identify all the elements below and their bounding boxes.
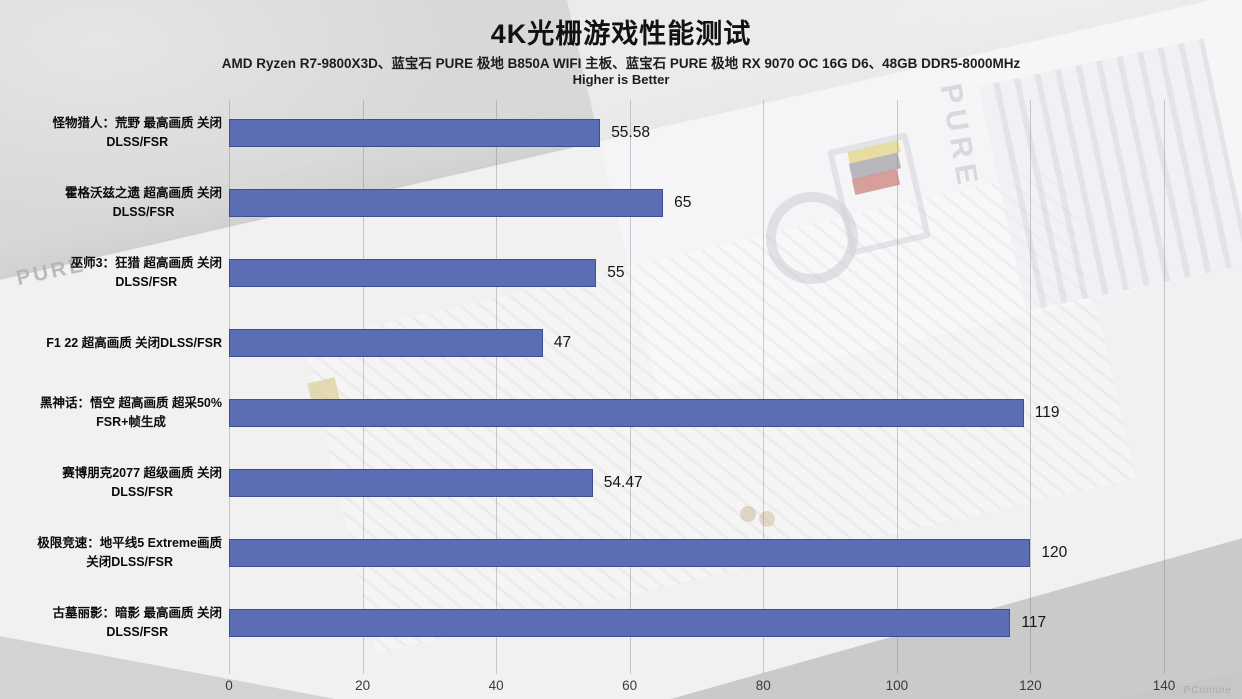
category-label: 怪物猎人：荒野 最高画质 关闭 DLSS/FSR: [0, 105, 222, 161]
watermark: PConline: [1183, 685, 1232, 696]
bar: [229, 399, 1024, 427]
bar-value-label: 117: [1021, 614, 1047, 631]
bar: [229, 259, 597, 287]
category-label-text: 古墓丽影：暗影 最高画质 关闭 DLSS/FSR: [52, 606, 222, 639]
x-axis-tick-label: 140: [1152, 678, 1176, 693]
category-label-text: 怪物猎人：荒野 最高画质 关闭 DLSS/FSR: [52, 116, 222, 149]
bar-rows: 怪物猎人：荒野 最高画质 关闭 DLSS/FSR 55.58 霍格沃兹之遗 超高画质…: [0, 100, 1242, 674]
category-label: 赛博朋克2077 超级画质 关闭 DLSS/FSR: [0, 455, 222, 511]
category-label-text: 霍格沃兹之遗 超高画质 关闭 DLSS/FSR: [65, 186, 222, 219]
x-axis-tick-label: 120: [1019, 678, 1042, 693]
category-label: 巫师3：狂猎 超高画质 关闭 DLSS/FSR: [0, 245, 222, 301]
x-axis-tick-label: 20: [355, 678, 371, 693]
bar: [229, 609, 1011, 637]
category-label: 古墓丽影：暗影 最高画质 关闭 DLSS/FSR: [0, 595, 222, 651]
category-label: F1 22 超高画质 关闭DLSS/FSR: [0, 315, 222, 371]
bar-value-label: 65: [674, 194, 692, 211]
bar-value-label: 55: [607, 264, 625, 281]
category-label-text: 黑神话：悟空 超高画质 超采50% FSR+帧生成: [40, 396, 222, 429]
bar: [229, 329, 543, 357]
category-label-text: F1 22 超高画质 关闭DLSS/FSR: [46, 335, 222, 350]
bar: [229, 189, 664, 217]
bar: [229, 469, 593, 497]
category-label-text: 极限竞速：地平线5 Extreme画质 关闭DLSS/FSR: [37, 536, 222, 569]
higher-is-better-note: Higher is Better: [572, 72, 670, 87]
x-axis-tick-label: 0: [225, 678, 233, 693]
bar-value-label: 119: [1034, 404, 1060, 421]
category-label: 黑神话：悟空 超高画质 超采50% FSR+帧生成: [0, 385, 222, 441]
category-label: 霍格沃兹之遗 超高画质 关闭 DLSS/FSR: [0, 175, 222, 231]
bar-value-label: 55.58: [611, 124, 650, 141]
x-axis-tick-label: 60: [622, 678, 638, 693]
category-label-text: 赛博朋克2077 超级画质 关闭 DLSS/FSR: [62, 466, 222, 499]
bar-value-label: 54.47: [603, 474, 643, 491]
x-axis-tick-label: 80: [755, 678, 771, 693]
chart-subtitle: AMD Ryzen R7-9800X3D、蓝宝石 PURE 极地 B850A W…: [221, 56, 1021, 71]
bar-value-label: 120: [1041, 544, 1068, 561]
bar-value-label: 47: [553, 334, 572, 351]
x-axis-tick-label: 40: [488, 678, 504, 693]
bar: [229, 119, 601, 147]
category-label: 极限竞速：地平线5 Extreme画质 关闭DLSS/FSR: [0, 525, 222, 581]
bar: [229, 539, 1031, 567]
page-title: 4K光栅游戏性能测试: [490, 19, 752, 49]
category-label-text: 巫师3：狂猎 超高画质 关闭 DLSS/FSR: [70, 256, 222, 289]
x-axis-tick-label: 100: [885, 678, 909, 693]
